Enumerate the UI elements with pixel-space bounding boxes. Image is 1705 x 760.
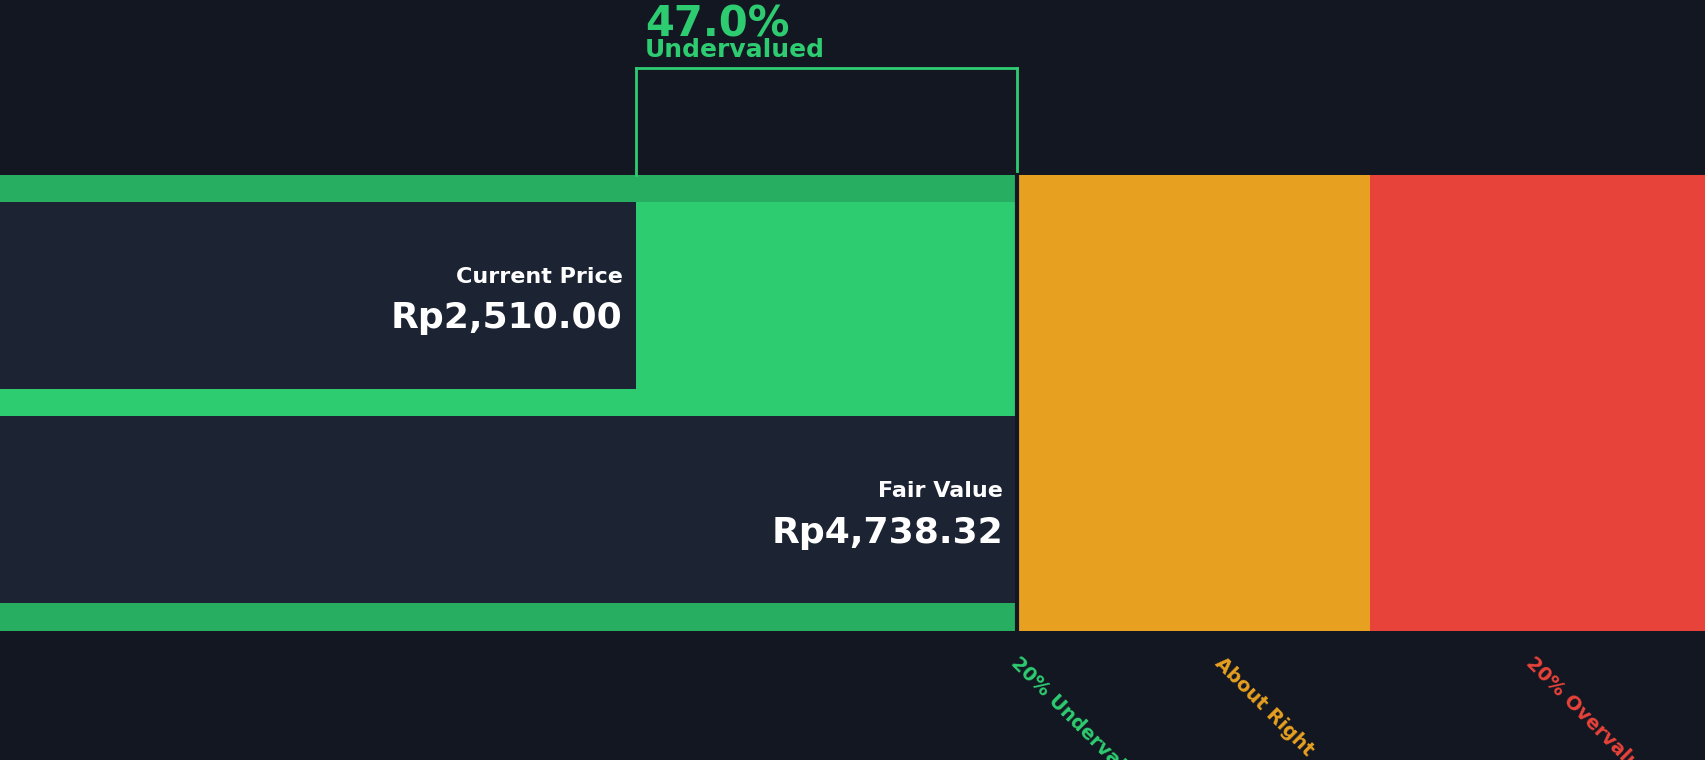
Bar xyxy=(0,202,636,389)
Text: 20% Overvalued: 20% Overvalued xyxy=(1521,654,1661,760)
Bar xyxy=(0,416,1016,603)
Bar xyxy=(1369,175,1705,631)
Bar xyxy=(0,603,1016,631)
Bar xyxy=(0,175,1016,202)
Text: Rp4,738.32: Rp4,738.32 xyxy=(771,516,1003,549)
Text: About Right: About Right xyxy=(1211,654,1316,760)
Text: 47.0%: 47.0% xyxy=(644,4,789,46)
Bar xyxy=(0,175,1016,631)
Text: Fair Value: Fair Value xyxy=(878,481,1003,501)
Text: Current Price: Current Price xyxy=(455,267,622,287)
Text: Rp2,510.00: Rp2,510.00 xyxy=(390,302,622,335)
Bar xyxy=(1016,175,1369,631)
Text: Undervalued: Undervalued xyxy=(644,38,825,62)
Text: 20% Undervalued: 20% Undervalued xyxy=(1006,654,1156,760)
